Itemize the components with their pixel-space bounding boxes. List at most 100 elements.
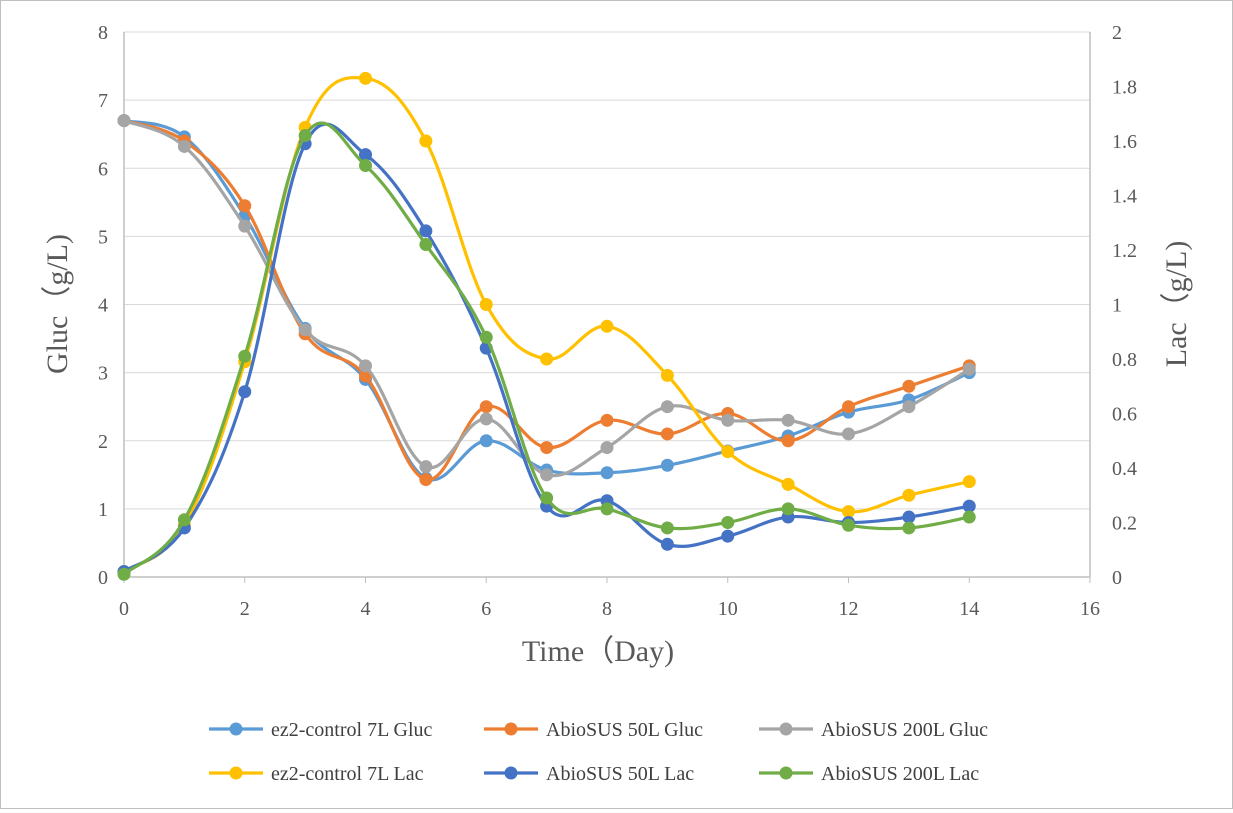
legend-swatch-marker [779, 722, 793, 736]
data-point [842, 400, 855, 414]
legend-entry: AbioSUS 200L Lac [759, 763, 979, 785]
y-left-tick-label: 1 [98, 499, 108, 521]
y-left-tick-label: 3 [98, 363, 108, 385]
data-point [419, 134, 433, 148]
legend-label: AbioSUS 200L Gluc [821, 719, 988, 741]
data-point [359, 159, 372, 173]
x-tick-label: 6 [481, 598, 491, 620]
series-line [123, 119, 971, 478]
legend-entry: AbioSUS 50L Lac [484, 763, 694, 785]
data-point [781, 434, 795, 448]
legend-entry: ez2-control 7L Gluc [209, 719, 433, 741]
data-point [902, 379, 916, 393]
series-line [123, 118, 970, 482]
legend-swatch-marker [504, 722, 518, 736]
x-tick-label: 0 [119, 598, 129, 620]
x-tick-label: 14 [959, 598, 979, 620]
series-line [123, 119, 970, 482]
data-point [540, 468, 554, 482]
y-right-tick-label: 1.6 [1112, 131, 1137, 153]
legend-label: AbioSUS 50L Gluc [546, 719, 703, 741]
y-left-tick-label: 0 [98, 567, 108, 589]
data-point [117, 567, 131, 581]
data-point [962, 499, 976, 513]
x-tick-label: 16 [1080, 598, 1100, 620]
data-point [842, 518, 855, 532]
legend-label: ez2-control 7L Lac [271, 763, 424, 785]
data-point [781, 477, 795, 491]
y-right-tick-label: 2 [1112, 22, 1122, 44]
legend-entry: AbioSUS 50L Gluc [484, 719, 703, 741]
x-axis-title: Time（Day) [522, 635, 674, 668]
data-point [660, 537, 674, 551]
data-point [419, 460, 433, 474]
data-point [721, 516, 735, 529]
legend-label: ez2-control 7L Gluc [271, 719, 433, 741]
data-point [419, 473, 433, 487]
y-left-tick-label: 7 [98, 90, 108, 112]
y-left-tick-label: 6 [98, 158, 108, 180]
data-point [660, 521, 674, 535]
legend-swatch-marker [504, 766, 518, 780]
data-point [540, 441, 554, 455]
data-point [902, 521, 916, 535]
data-point [781, 413, 795, 427]
data-point [479, 412, 493, 426]
data-point [660, 400, 674, 414]
data-point [600, 319, 614, 333]
y-left-tick-label: 8 [98, 22, 108, 44]
data-point [660, 427, 674, 441]
legend-label: AbioSUS 200L Lac [821, 763, 979, 785]
x-tick-label: 8 [602, 598, 612, 620]
data-point [359, 359, 372, 373]
data-point [238, 349, 252, 363]
legend-entry: ez2-control 7L Lac [209, 763, 424, 785]
x-tick-label: 2 [240, 598, 250, 620]
data-point [359, 369, 372, 383]
data-point [600, 502, 614, 516]
data-point [540, 352, 554, 366]
legend-swatch-marker [779, 766, 793, 780]
data-point [962, 475, 976, 489]
legend-label: AbioSUS 50L Lac [546, 763, 694, 785]
data-point [540, 491, 554, 505]
data-point [842, 427, 855, 441]
legend-swatch-marker [229, 722, 243, 736]
data-point [600, 441, 614, 455]
x-tick-label: 12 [839, 598, 859, 620]
data-point [479, 434, 493, 448]
data-point [298, 323, 312, 337]
x-tick-label: 4 [361, 598, 371, 620]
data-point [781, 502, 795, 516]
data-point [721, 413, 735, 427]
data-point [419, 224, 433, 238]
series-group [117, 71, 976, 581]
gridlines [124, 31, 1090, 510]
y-right-tick-label: 0.2 [1112, 513, 1137, 535]
legend-swatch-marker [229, 766, 243, 780]
x-tick-label: 10 [718, 598, 738, 620]
data-point [238, 385, 252, 399]
y-left-tick-label: 2 [98, 431, 108, 453]
data-point [238, 199, 252, 213]
data-point [419, 238, 433, 252]
data-point [660, 368, 674, 382]
series-abiosus-200l-gluc [117, 114, 976, 482]
data-point [177, 139, 191, 153]
data-point [359, 148, 372, 162]
data-point [117, 114, 131, 128]
data-point [902, 510, 916, 524]
data-point [600, 413, 614, 427]
y-left-axis-title: Gluc（g/L) [41, 234, 74, 374]
y-right-tick-label: 1.4 [1112, 186, 1137, 208]
data-point [902, 400, 916, 414]
data-point [238, 219, 252, 233]
data-point [721, 445, 735, 459]
y-right-tick-label: 1 [1112, 295, 1122, 317]
data-point [298, 129, 312, 143]
data-point [600, 466, 614, 480]
data-point [721, 529, 735, 543]
data-point [902, 488, 916, 502]
